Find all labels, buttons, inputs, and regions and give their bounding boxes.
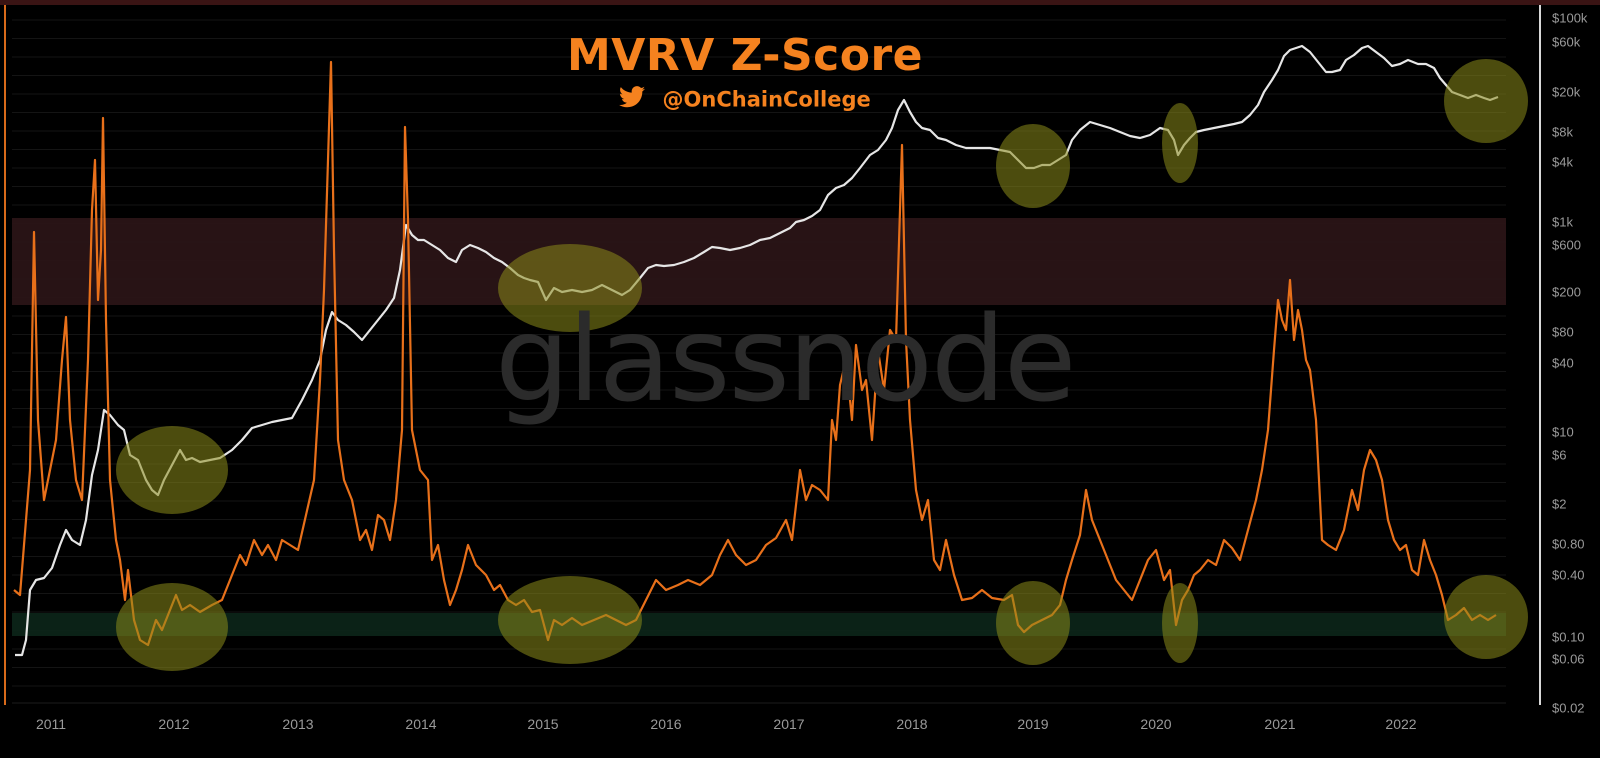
x-tick-label: 2018 [896,716,928,732]
right-axis-line [1539,5,1541,705]
y-tick-label: $20k [1552,84,1581,100]
x-tick-label: 2015 [527,716,559,732]
highlight-ellipse-bottom-2011-2012-zscore [116,583,228,671]
y-tick-label: $4k [1552,154,1573,170]
y-tick-label: $0.10 [1552,629,1585,645]
x-tick-label: 2020 [1140,716,1172,732]
x-tick-label: 2017 [773,716,805,732]
y-tick-label: $40 [1552,355,1574,371]
x-tick-label: 2014 [405,716,437,732]
chart-title: MVRV Z-Score [566,30,924,81]
highlight-ellipse-bottom-2015-price [498,244,642,332]
y-tick-label: $2 [1552,496,1567,512]
y-tick-label: $6 [1552,447,1567,463]
overvalued-band [12,218,1506,305]
x-tick-label: 2012 [158,716,190,732]
price-line [15,44,1499,657]
y-tick-label: $1k [1552,214,1573,230]
highlight-ellipse-bottom-2011-2012-price [116,426,228,514]
y-tick-label: $600 [1552,237,1581,253]
highlight-ellipse-bottom-2022-price [1444,59,1528,143]
glassnode-watermark: glassnode [495,290,1076,428]
y-tick-label: $0.40 [1552,567,1585,583]
highlight-ellipse-covid-2020-price [1162,103,1198,183]
highlight-ellipse-covid-2020-zscore [1162,583,1198,663]
highlight-ellipse-bottom-2022-zscore [1444,575,1528,659]
twitter-handle: @OnChainCollege [0,86,1490,113]
handle-text: @OnChainCollege [662,87,871,112]
twitter-bird-icon [619,86,646,113]
highlight-ellipse-bottom-2019-zscore [996,581,1070,665]
x-tick-label: 2016 [650,716,682,732]
x-tick-label: 2021 [1264,716,1296,732]
y-tick-label: $10 [1552,424,1574,440]
highlight-ellipse-bottom-2015-zscore [498,576,642,664]
x-tick-label: 2019 [1017,716,1049,732]
highlight-ellipse-bottom-2019-price [996,124,1070,208]
x-tick-label: 2011 [35,716,67,732]
x-tick-label: 2022 [1385,716,1417,732]
y-tick-label: $0.02 [1552,700,1585,716]
undervalued-band [12,613,1506,636]
y-tick-label: $60k [1552,34,1581,50]
y-tick-label: $0.80 [1552,536,1585,552]
y-tick-label: $80 [1552,324,1574,340]
x-tick-label: 2013 [282,716,314,732]
left-axis-line [4,5,6,705]
highlight-ellipses-overlay [116,59,1528,671]
y-tick-label: $100k [1552,10,1588,26]
y-tick-label: $8k [1552,124,1573,140]
y-tick-label: $0.06 [1552,651,1585,667]
top-bar [0,0,1600,5]
y-tick-label: $200 [1552,284,1581,300]
